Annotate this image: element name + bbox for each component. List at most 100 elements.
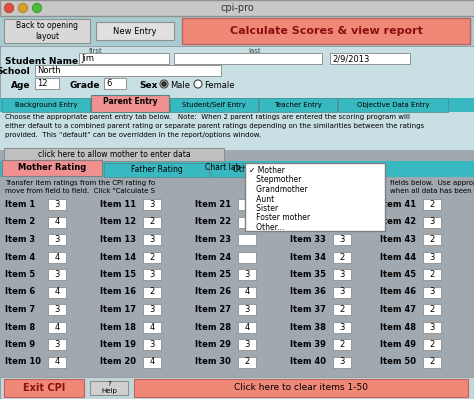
Text: 3: 3 — [429, 288, 435, 296]
Text: when all data has been entered.: when all data has been entered. — [390, 188, 474, 194]
Bar — [330, 53, 410, 64]
Bar — [423, 304, 441, 315]
Text: Item 14: Item 14 — [100, 253, 136, 261]
Text: Item 39: Item 39 — [290, 340, 326, 349]
Text: Item 7: Item 7 — [5, 305, 35, 314]
Text: Item 4: Item 4 — [5, 253, 35, 261]
Text: 2: 2 — [149, 253, 155, 261]
Text: 4: 4 — [55, 322, 60, 332]
Text: Item 16: Item 16 — [100, 288, 136, 296]
Text: Item 10: Item 10 — [5, 358, 41, 367]
Text: 4: 4 — [245, 322, 250, 332]
Bar — [259, 98, 337, 112]
Text: Item 48: Item 48 — [380, 322, 416, 332]
Text: Parent Entry: Parent Entry — [103, 97, 157, 107]
Text: Item 6: Item 6 — [5, 288, 35, 296]
Bar — [245, 163, 385, 231]
Text: 4: 4 — [149, 322, 155, 332]
Text: 4: 4 — [55, 288, 60, 296]
Text: Grade: Grade — [70, 81, 100, 90]
Text: fields below.  Use appropriate entry option to: fields below. Use appropriate entry opti… — [390, 180, 474, 186]
Text: Background Entry: Background Entry — [15, 102, 77, 108]
Text: Item 26: Item 26 — [195, 288, 231, 296]
Bar — [170, 98, 258, 112]
Text: Sister: Sister — [249, 204, 278, 213]
Text: 3: 3 — [339, 288, 345, 296]
Bar — [48, 217, 66, 227]
Text: 3: 3 — [339, 322, 345, 332]
Text: Item 22: Item 22 — [195, 217, 231, 227]
Text: 3: 3 — [55, 235, 60, 244]
Text: Choose the appropriate parent entry tab below.   Note:  When 2 parent ratings ar: Choose the appropriate parent entry tab … — [5, 114, 424, 138]
Bar — [143, 339, 161, 350]
Text: Item 41: Item 41 — [380, 200, 416, 209]
Text: click here to allow mother to enter data: click here to allow mother to enter data — [38, 150, 191, 159]
Bar — [333, 286, 351, 298]
Text: Age: Age — [10, 81, 30, 90]
Text: Item 42: Item 42 — [380, 217, 416, 227]
Text: 2: 2 — [339, 217, 345, 227]
Bar — [48, 322, 66, 332]
Bar — [423, 199, 441, 210]
Text: 3: 3 — [339, 358, 345, 367]
Text: Item 19: Item 19 — [100, 340, 136, 349]
Text: 3: 3 — [55, 200, 60, 209]
Text: Jim: Jim — [81, 54, 94, 63]
Text: Item 28: Item 28 — [195, 322, 231, 332]
Bar — [0, 46, 474, 98]
Bar — [211, 163, 331, 177]
Circle shape — [33, 4, 42, 12]
Text: Item 11: Item 11 — [100, 200, 136, 209]
Text: 3: 3 — [339, 235, 345, 244]
Text: Other...: Other... — [249, 223, 284, 232]
Text: 2: 2 — [429, 358, 435, 367]
Text: first: first — [89, 48, 103, 54]
Bar — [48, 339, 66, 350]
Text: Student/Self Entry: Student/Self Entry — [182, 102, 246, 108]
Text: Transfer item ratings from the CPI rating fo: Transfer item ratings from the CPI ratin… — [5, 180, 155, 186]
Bar — [143, 356, 161, 367]
Text: Item 27: Item 27 — [195, 305, 231, 314]
Text: Mother Rating: Mother Rating — [18, 164, 86, 172]
Bar — [238, 339, 256, 350]
Text: Item 29: Item 29 — [195, 340, 231, 349]
Text: Calculate Scores & view report: Calculate Scores & view report — [229, 26, 422, 36]
Text: 4: 4 — [55, 217, 60, 227]
Bar — [423, 339, 441, 350]
Text: Item 8: Item 8 — [5, 322, 35, 332]
Bar — [48, 251, 66, 263]
Bar — [333, 356, 351, 367]
Bar — [338, 98, 448, 112]
Text: Item 40: Item 40 — [290, 358, 326, 367]
Circle shape — [18, 4, 27, 12]
Text: Item 2: Item 2 — [5, 217, 35, 227]
Text: Item 15: Item 15 — [100, 270, 136, 279]
Bar — [48, 269, 66, 280]
Text: 2: 2 — [429, 270, 435, 279]
Text: Back to opening
layout: Back to opening layout — [16, 21, 78, 41]
Bar — [0, 377, 474, 399]
Text: Male: Male — [170, 81, 190, 90]
Text: Item 34: Item 34 — [290, 253, 326, 261]
Bar — [333, 251, 351, 263]
Text: 2/9/2013: 2/9/2013 — [332, 54, 369, 63]
Text: 3: 3 — [55, 305, 60, 314]
Text: Other Parent Rating: Other Parent Rating — [233, 166, 309, 174]
Text: Item 47: Item 47 — [380, 305, 416, 314]
Text: ?
Help: ? Help — [101, 381, 117, 395]
Text: Item 13: Item 13 — [100, 235, 136, 244]
Text: Item 1: Item 1 — [5, 200, 35, 209]
Bar — [0, 98, 474, 116]
Text: 3: 3 — [244, 340, 250, 349]
Bar — [174, 53, 322, 64]
Text: Item 31: Item 31 — [290, 200, 326, 209]
Text: 3: 3 — [149, 235, 155, 244]
Text: Item 50: Item 50 — [380, 358, 416, 367]
Bar — [48, 304, 66, 315]
Bar — [333, 269, 351, 280]
Text: 2: 2 — [429, 340, 435, 349]
Text: Item 30: Item 30 — [195, 358, 231, 367]
Bar — [238, 322, 256, 332]
Bar — [143, 234, 161, 245]
Text: Item 45: Item 45 — [380, 270, 416, 279]
